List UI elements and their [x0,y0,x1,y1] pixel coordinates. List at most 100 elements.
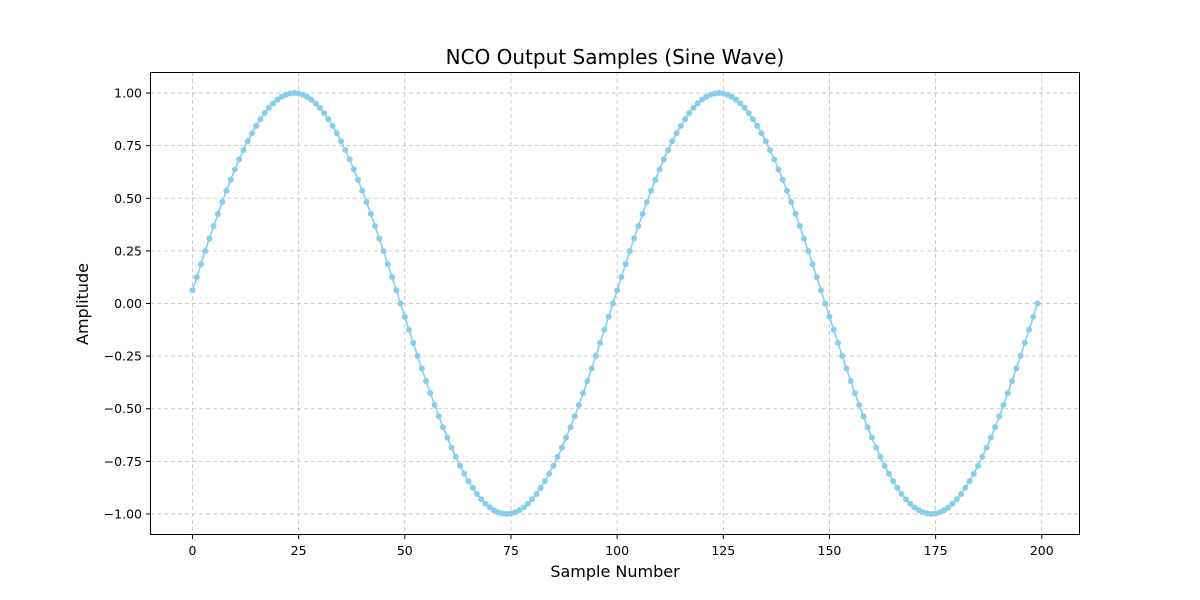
data-point [338,138,345,145]
data-point [423,377,430,384]
data-point [376,235,383,242]
data-point [890,478,897,485]
data-point [771,156,778,163]
data-point [992,424,999,431]
data-point [431,401,438,408]
data-point [911,504,918,511]
data-point [554,453,561,460]
data-point [694,100,701,107]
data-point [660,156,667,163]
data-point [775,166,782,173]
data-point [244,138,251,145]
data-point [265,104,272,111]
data-point [750,116,757,123]
y-tick-label: 0.00 [114,296,142,311]
data-point [210,223,217,230]
data-point [669,138,676,145]
y-tick-label: −0.50 [104,401,142,416]
data-point [796,223,803,230]
data-point [440,424,447,431]
data-point [546,470,553,477]
data-point [635,223,642,230]
data-point [1000,401,1007,408]
data-point [643,199,650,206]
data-point [363,199,370,206]
data-point [737,100,744,107]
data-point [219,199,226,206]
data-point [316,104,323,111]
y-tick-label: −1.00 [104,506,142,521]
data-point [1034,300,1041,307]
x-tick-label: 0 [188,543,196,558]
data-point [397,300,404,307]
grid [150,72,1080,535]
data-point [652,176,659,183]
data-point [473,490,480,497]
data-point [537,484,544,491]
data-point [414,352,421,359]
y-axis-label: Amplitude [73,263,92,345]
data-point [618,274,625,281]
data-point [193,274,200,281]
x-tick-label: 75 [503,543,519,558]
x-axis-label: Sample Number [550,562,680,581]
data-point [325,116,332,123]
data-point [885,470,892,477]
data-point [609,300,616,307]
data-point [359,187,366,194]
data-point [529,496,536,503]
data-point [962,484,969,491]
data-point [312,100,319,107]
data-point [682,116,689,123]
data-point [384,261,391,268]
data-point [206,235,213,242]
data-point [240,147,247,154]
data-point [333,130,340,137]
data-point [520,504,527,511]
data-point [762,138,769,145]
data-point [329,122,336,129]
data-point [350,166,357,173]
x-tick-label: 50 [397,543,413,558]
x-tick-label: 125 [711,543,735,558]
data-point [550,462,557,469]
data-point [189,287,196,294]
data-point [826,313,833,320]
data-point [257,116,264,123]
data-point [987,434,994,441]
data-point [673,130,680,137]
data-point [631,235,638,242]
data-point [847,377,854,384]
data-point [597,339,604,346]
data-point [728,93,735,100]
data-point [941,507,948,514]
data-point [486,504,493,511]
data-point [372,223,379,230]
data-point [482,500,489,507]
data-point [223,187,230,194]
data-point [851,390,858,397]
data-point [817,287,824,294]
data-point [745,110,752,117]
data-point [792,210,799,217]
data-point [639,210,646,217]
series-layer [189,90,1041,517]
y-tick-label: 0.50 [114,191,142,206]
data-point [622,261,629,268]
data-point [231,166,238,173]
data-point [699,96,706,103]
data-point [953,496,960,503]
data-point [1026,326,1033,333]
data-point [558,444,565,451]
data-point [342,147,349,154]
data-point [592,352,599,359]
data-point [461,470,468,477]
data-point [864,424,871,431]
data-point [733,96,740,103]
data-point [248,130,255,137]
data-point [308,96,315,103]
data-point [1030,313,1037,320]
data-point [979,453,986,460]
data-point [970,470,977,477]
